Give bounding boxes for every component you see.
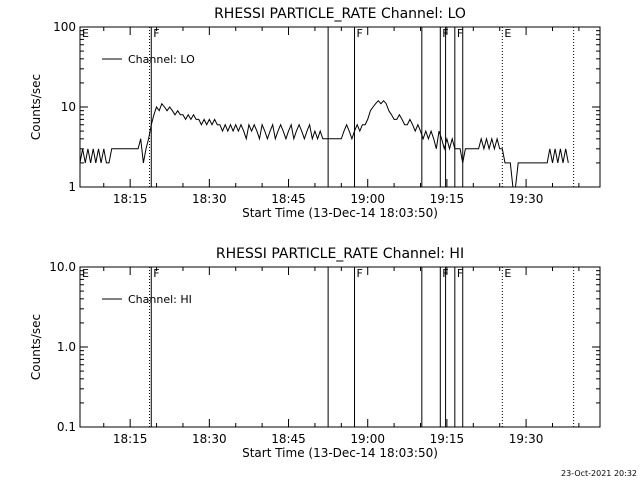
x-tick-label: 19:00 — [350, 432, 385, 446]
y-tick-label: 10 — [61, 100, 76, 114]
legend-label: Channel: LO — [128, 53, 195, 66]
x-tick-label: 19:15 — [430, 432, 465, 446]
legend-label: Channel: HI — [128, 293, 192, 306]
y-tick-label: 10.0 — [49, 260, 76, 274]
x-tick-label: 19:30 — [509, 192, 544, 206]
event-marker-label: F — [457, 267, 463, 280]
x-tick-label: 19:15 — [430, 192, 465, 206]
y-axis-label: Counts/sec — [29, 74, 43, 140]
x-tick-label: 18:15 — [113, 192, 148, 206]
x-axis-label: Start Time (13-Dec-14 18:03:50) — [242, 446, 438, 460]
y-tick-label: 1 — [68, 180, 76, 194]
chart-title: RHESSI PARTICLE_RATE Channel: LO — [214, 6, 466, 22]
chart-title: RHESSI PARTICLE_RATE Channel: HI — [216, 246, 464, 262]
series-line — [79, 99, 569, 188]
event-marker-label: F — [357, 267, 363, 280]
event-marker-label: E — [82, 267, 89, 280]
event-marker-label: F — [357, 27, 363, 40]
y-tick-label: 0.1 — [57, 420, 76, 434]
x-tick-label: 18:30 — [192, 192, 227, 206]
event-marker-label: F — [153, 27, 159, 40]
x-tick-label: 19:00 — [350, 192, 385, 206]
x-tick-label: 18:15 — [113, 432, 148, 446]
x-tick-label: 18:45 — [271, 192, 306, 206]
y-tick-label: 1.0 — [57, 340, 76, 354]
plot-frame — [79, 266, 601, 428]
x-axis-label: Start Time (13-Dec-14 18:03:50) — [242, 206, 438, 220]
event-marker-label: E — [504, 267, 511, 280]
x-tick-label: 18:30 — [192, 432, 227, 446]
event-marker-label: E — [82, 27, 89, 40]
event-marker-label: F — [153, 267, 159, 280]
y-tick-label: 100 — [53, 20, 76, 34]
event-marker-label: E — [504, 27, 511, 40]
footer-timestamp: 23-Oct-2021 20:32 — [561, 469, 637, 478]
event-marker-label: F — [457, 27, 463, 40]
x-tick-label: 18:45 — [271, 432, 306, 446]
y-axis-label: Counts/sec — [29, 314, 43, 380]
x-tick-label: 19:30 — [509, 432, 544, 446]
